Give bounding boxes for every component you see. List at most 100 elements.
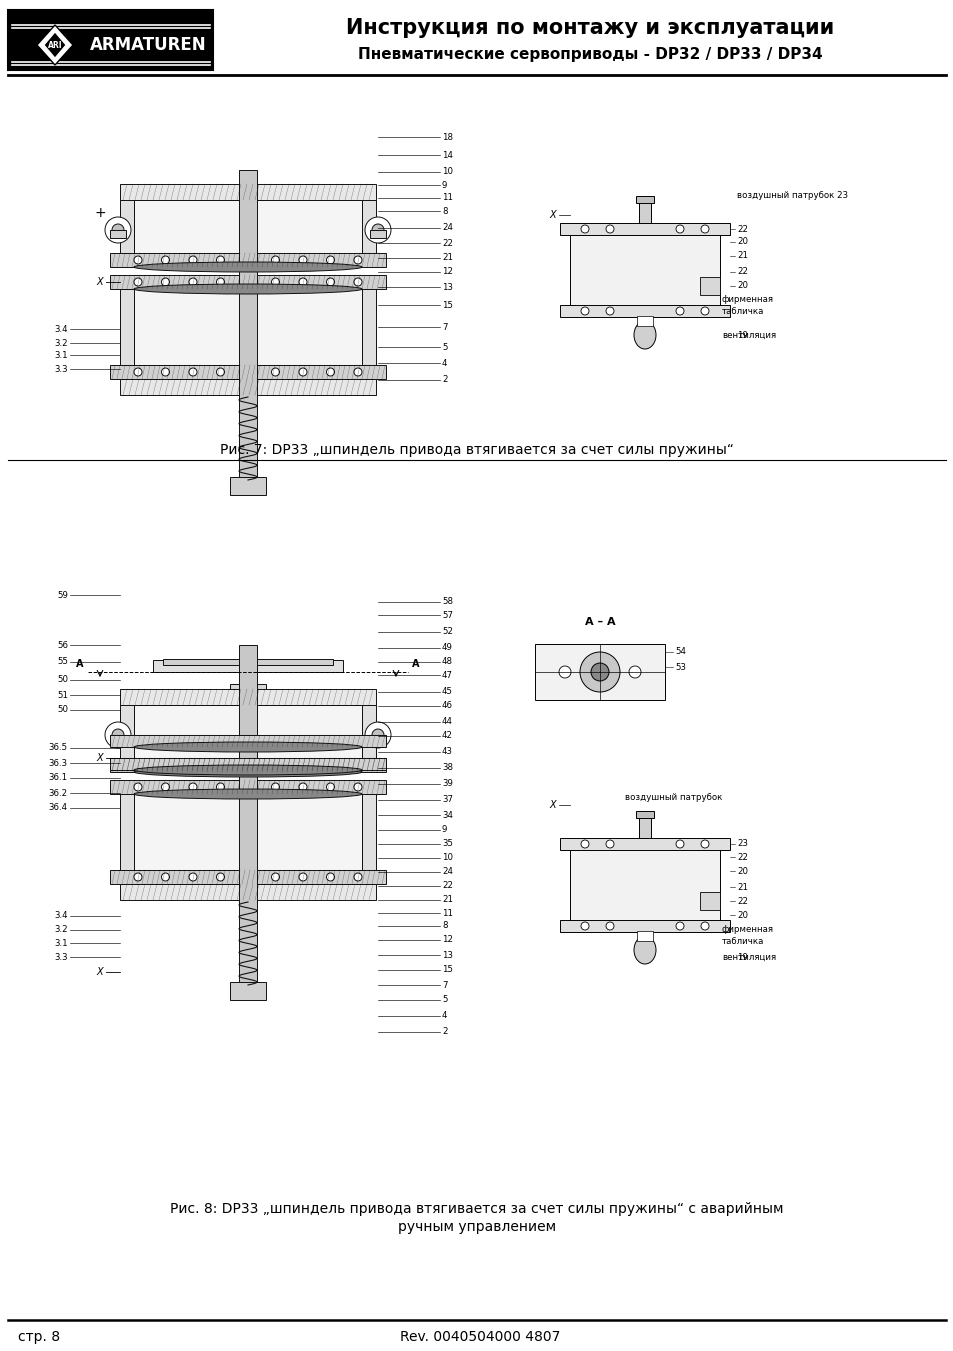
Circle shape [298, 255, 307, 263]
Text: 42: 42 [441, 731, 453, 740]
Bar [230, 982, 266, 1000]
Text: 14: 14 [441, 150, 453, 159]
Bar [239, 170, 256, 480]
Text: табличка: табличка [721, 936, 763, 946]
Circle shape [354, 255, 361, 263]
Text: 47: 47 [441, 670, 453, 680]
Circle shape [326, 255, 335, 263]
Circle shape [298, 873, 307, 881]
Circle shape [605, 226, 614, 232]
Text: X: X [96, 753, 103, 763]
Text: 39: 39 [441, 780, 453, 789]
Text: 44: 44 [441, 717, 453, 727]
Circle shape [579, 653, 619, 692]
Circle shape [676, 226, 683, 232]
Circle shape [580, 921, 588, 929]
Text: A: A [76, 659, 84, 669]
Text: 22: 22 [441, 881, 453, 890]
Circle shape [161, 784, 170, 790]
Circle shape [676, 840, 683, 848]
Bar [559, 838, 729, 850]
Text: 24: 24 [441, 223, 453, 232]
Text: 19: 19 [737, 952, 747, 962]
Text: A: A [412, 659, 419, 669]
Circle shape [354, 873, 361, 881]
Bar [535, 644, 664, 700]
Text: вентиляция: вентиляция [721, 952, 776, 962]
Text: 11: 11 [441, 193, 453, 203]
Bar [636, 196, 654, 203]
Text: стр. 8: стр. 8 [18, 1329, 60, 1344]
Bar [133, 289, 361, 365]
Text: 3.4: 3.4 [54, 912, 68, 920]
Bar [361, 705, 375, 761]
Circle shape [326, 278, 335, 286]
Text: 22: 22 [737, 852, 747, 862]
Bar [120, 705, 133, 761]
Ellipse shape [634, 322, 656, 349]
Circle shape [580, 307, 588, 315]
Text: 50: 50 [57, 705, 68, 715]
Bar [636, 811, 654, 817]
Text: 52: 52 [441, 627, 453, 636]
Text: 21: 21 [441, 254, 453, 262]
Text: 3.2: 3.2 [54, 925, 68, 935]
Circle shape [558, 666, 571, 678]
Circle shape [700, 307, 708, 315]
Circle shape [189, 761, 196, 769]
Text: 19: 19 [737, 331, 747, 339]
Circle shape [354, 784, 361, 790]
Circle shape [133, 278, 142, 286]
Bar [559, 920, 729, 932]
Text: 8: 8 [441, 921, 447, 931]
Bar [120, 689, 375, 705]
Bar [110, 735, 126, 743]
Ellipse shape [133, 742, 361, 753]
Bar [637, 316, 652, 326]
Text: 13: 13 [441, 282, 453, 292]
Text: 3.3: 3.3 [54, 952, 68, 962]
Text: 9: 9 [441, 825, 447, 835]
Text: 21: 21 [737, 251, 747, 261]
Text: 15: 15 [441, 300, 453, 309]
Text: фирменная: фирменная [721, 296, 773, 304]
Circle shape [189, 873, 196, 881]
Circle shape [365, 218, 391, 243]
Text: 12: 12 [441, 935, 453, 944]
Bar [110, 758, 386, 770]
Text: X: X [549, 209, 556, 220]
Text: 9: 9 [441, 181, 447, 189]
Bar [242, 665, 253, 690]
Circle shape [298, 761, 307, 769]
Text: 45: 45 [441, 688, 453, 697]
Circle shape [216, 367, 224, 376]
Text: 10: 10 [441, 854, 453, 862]
Polygon shape [44, 32, 66, 58]
Text: 10: 10 [441, 168, 453, 177]
Circle shape [189, 784, 196, 790]
Text: 21: 21 [441, 896, 453, 905]
Text: 59: 59 [57, 590, 68, 600]
Circle shape [298, 784, 307, 790]
Text: 35: 35 [441, 839, 453, 848]
Bar [163, 659, 333, 665]
Text: 20: 20 [737, 281, 747, 290]
Bar [230, 684, 266, 698]
Circle shape [354, 278, 361, 286]
Bar [700, 277, 720, 295]
Text: 24: 24 [441, 867, 453, 877]
Text: 3.1: 3.1 [54, 350, 68, 359]
Bar [110, 870, 386, 884]
Circle shape [700, 921, 708, 929]
Text: X: X [549, 800, 556, 811]
Circle shape [112, 730, 124, 740]
Bar [120, 380, 375, 394]
Bar [152, 661, 343, 671]
Text: 21: 21 [737, 882, 747, 892]
Bar [361, 794, 375, 870]
Circle shape [372, 730, 384, 740]
Circle shape [133, 255, 142, 263]
Text: 2: 2 [441, 376, 447, 385]
Circle shape [105, 218, 131, 243]
Bar [120, 794, 133, 870]
